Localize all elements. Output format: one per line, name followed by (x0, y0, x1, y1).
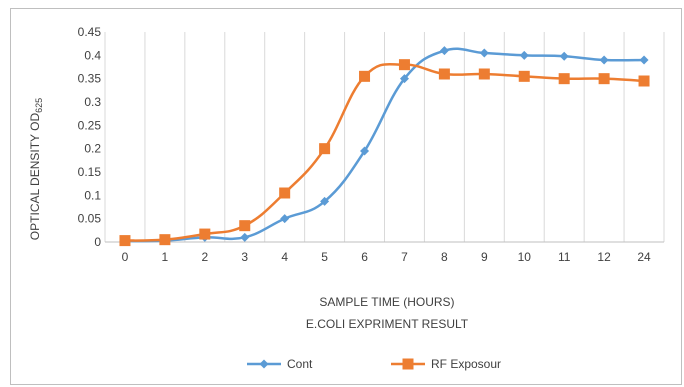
data-point (479, 48, 489, 58)
x-tick-label: 12 (597, 250, 611, 264)
data-point (239, 220, 251, 232)
legend-marker (259, 359, 269, 369)
y-tick-label: 0.2 (84, 142, 101, 156)
legend-item: Cont (247, 357, 313, 371)
x-tick-label: 24 (637, 250, 651, 264)
data-point (598, 73, 610, 85)
y-tick-label: 0.05 (78, 212, 102, 226)
data-point (159, 234, 171, 246)
y-tick-label: 0.3 (84, 95, 101, 109)
data-point (639, 55, 649, 65)
x-tick-label: 5 (321, 250, 328, 264)
data-point (439, 46, 449, 56)
x-axis-title: SAMPLE TIME (HOURS) (319, 295, 454, 309)
data-point (399, 74, 409, 84)
x-tick-label: 11 (558, 250, 571, 264)
series-line (124, 62, 645, 242)
x-tick-label: 9 (481, 250, 488, 264)
data-point (119, 235, 131, 247)
legend-marker (402, 358, 414, 370)
y-tick-label: 0.15 (78, 165, 102, 179)
data-point (319, 143, 331, 155)
x-tick-label: 1 (162, 250, 169, 264)
y-tick-label: 0.35 (78, 72, 102, 86)
x-tick-labels: 0 1 2 3 4 5 6 7 8 9 10 11 12 24 (122, 250, 651, 264)
x-axis-subtitle: E.COLI EXPRIMENT RESULT (306, 317, 469, 331)
y-tick-label: 0.25 (78, 118, 102, 132)
legend-label: Cont (287, 357, 313, 371)
legend: Cont RF Exposour (247, 357, 501, 371)
y-tick-labels: 0 0.05 0.1 0.15 0.2 0.25 0.3 0.35 0.4 0.45 (78, 25, 102, 249)
data-point (518, 70, 530, 82)
x-tick-label: 10 (518, 250, 532, 264)
data-point (199, 228, 211, 240)
data-point (558, 73, 570, 85)
data-point (360, 146, 370, 156)
legend-label: RF Exposour (431, 357, 501, 371)
series-lines (119, 46, 650, 247)
data-point (638, 75, 650, 87)
x-tick-label: 8 (441, 250, 448, 264)
data-point (438, 68, 450, 80)
data-point (280, 214, 290, 224)
y-axis-title: OPTICAL DENSITY OD625 (28, 98, 44, 240)
y-axis-title-main: OPTICAL DENSITY OD (28, 113, 42, 241)
data-point (240, 232, 250, 242)
x-tick-label: 0 (122, 250, 129, 264)
data-point (559, 51, 569, 61)
grid-lines (104, 32, 665, 242)
y-axis-title-subscript: 625 (34, 98, 44, 113)
y-tick-label: 0.45 (78, 25, 102, 39)
data-point (599, 55, 609, 65)
data-point (398, 59, 410, 71)
data-point (279, 187, 291, 199)
legend-item: RF Exposour (391, 357, 501, 371)
x-tick-label: 3 (241, 250, 248, 264)
data-point (519, 50, 529, 60)
series-line (124, 47, 645, 243)
y-tick-label: 0.1 (84, 188, 101, 202)
x-tick-label: 2 (201, 250, 208, 264)
x-tick-label: 6 (361, 250, 368, 264)
y-tick-label: 0.4 (84, 48, 101, 62)
data-point (478, 68, 490, 80)
series-square (119, 59, 650, 247)
data-point (359, 70, 371, 82)
y-tick-label: 0 (94, 235, 101, 249)
data-point (320, 196, 330, 206)
x-tick-label: 4 (281, 250, 288, 264)
x-tick-label: 7 (401, 250, 408, 264)
